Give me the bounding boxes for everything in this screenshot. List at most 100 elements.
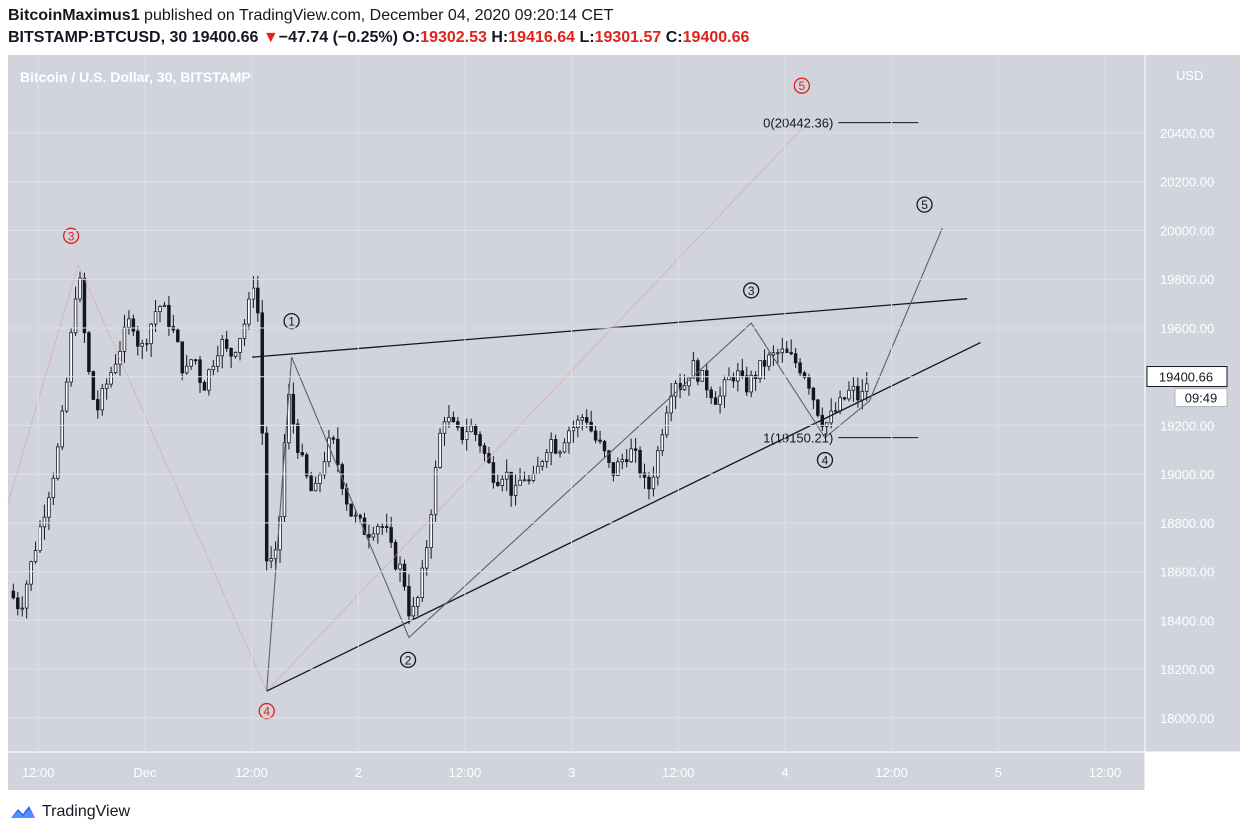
candle — [162, 301, 167, 307]
candle — [398, 556, 402, 582]
candle — [736, 363, 740, 392]
symbol-label: BITSTAMP:BTCUSD, 30 — [8, 29, 188, 46]
candle-up — [447, 417, 451, 423]
candle — [651, 466, 656, 497]
candle-up — [282, 442, 287, 518]
candle-up — [100, 388, 104, 411]
candle — [847, 381, 851, 402]
candle — [367, 524, 371, 549]
candle-up — [113, 363, 118, 374]
candle — [424, 540, 429, 576]
candle — [416, 595, 420, 616]
candle — [104, 378, 109, 400]
candle — [433, 460, 438, 522]
candle-up — [207, 369, 211, 391]
candle — [527, 474, 531, 485]
wave-label-ring — [283, 312, 300, 330]
chart-title: Bitcoin / U.S. Dollar, 30, BITSTAMP — [20, 69, 251, 85]
y-tick-label: 18200.00 — [1160, 662, 1214, 677]
candle-up — [149, 323, 153, 345]
candle — [127, 310, 131, 335]
candle — [482, 442, 487, 462]
candle-up — [429, 514, 433, 549]
candle-up — [576, 419, 580, 428]
candle — [691, 351, 696, 379]
lower-trendline — [266, 341, 981, 692]
candle-down — [309, 475, 313, 492]
candle-down — [607, 450, 611, 463]
candle-up — [424, 547, 429, 569]
y-tick-label: 20000.00 — [1160, 223, 1214, 238]
currency-label: USD — [1176, 68, 1203, 83]
candle — [718, 386, 722, 414]
x-tick-label: 12:00 — [449, 765, 482, 780]
candle-down — [793, 353, 798, 364]
candle — [660, 428, 665, 456]
candle-up — [620, 459, 625, 463]
candle — [371, 526, 376, 541]
candle-up — [522, 479, 527, 482]
candle-down — [456, 421, 460, 428]
candle-down — [296, 423, 300, 453]
candle-up — [433, 467, 438, 516]
candle-up — [771, 352, 776, 356]
candle — [149, 322, 153, 357]
close-label: C: — [665, 29, 683, 46]
candle — [256, 275, 260, 322]
candle — [78, 271, 82, 303]
candle — [349, 503, 353, 517]
candle — [220, 334, 224, 369]
candle-up — [544, 452, 549, 462]
wave-label: 5 — [916, 196, 933, 213]
candle-up — [500, 478, 505, 486]
fib-level-0-label: 0(20442.36) — [763, 116, 833, 131]
candle — [109, 366, 113, 388]
candle-down — [473, 425, 478, 435]
candle — [42, 504, 47, 540]
candle — [442, 416, 447, 446]
candle — [793, 347, 798, 368]
candle-up — [464, 431, 469, 440]
published-text: published on TradingView.com, December 0… — [144, 7, 614, 24]
candle-down — [713, 397, 718, 405]
candle — [745, 366, 749, 396]
candle — [771, 345, 776, 366]
wave-label-red-text: 3 — [68, 229, 75, 243]
candle — [420, 559, 424, 603]
candle-down — [642, 472, 647, 478]
candle-up — [469, 425, 473, 433]
wave-label-text: 4 — [822, 454, 829, 468]
time-axis[interactable] — [8, 752, 1145, 790]
candle — [131, 314, 136, 336]
candle-up — [736, 370, 740, 382]
candle-up — [233, 351, 238, 357]
candle — [189, 359, 193, 370]
high-label: H: — [491, 29, 509, 46]
price-chart[interactable]: Bitcoin / U.S. Dollar, 30, BITSTAMP USD … — [0, 55, 1240, 790]
drawings[interactable]: 0(20442.36) 1(19150.21) 1 2 3 4 5 3 4 5 — [7, 77, 981, 720]
candle-down — [362, 517, 367, 535]
candle — [558, 450, 562, 458]
candle-up — [56, 446, 60, 479]
candle-down — [300, 452, 304, 456]
candle-up — [669, 395, 673, 414]
candle-down — [785, 348, 789, 353]
tradingview-logo-icon[interactable] — [10, 803, 36, 821]
candle-up — [416, 597, 420, 607]
candle-up — [860, 390, 865, 401]
candle — [491, 456, 496, 489]
candle — [553, 434, 558, 455]
plot-area[interactable] — [8, 55, 1145, 752]
candle — [549, 432, 553, 466]
y-tick-label: 18800.00 — [1160, 516, 1214, 531]
y-tick-label: 18600.00 — [1160, 565, 1214, 580]
candle — [776, 348, 780, 364]
author-name[interactable]: BitcoinMaximus1 — [8, 7, 140, 24]
candle — [829, 398, 833, 429]
candle-up — [216, 355, 220, 367]
candle-up — [682, 385, 687, 391]
footer-brand[interactable]: TradingView — [42, 803, 131, 820]
candle-up — [238, 338, 242, 353]
ohlc-line: BITSTAMP:BTCUSD, 30 19400.66 ▼−47.74 (−0… — [8, 27, 1228, 49]
candle-up — [838, 397, 842, 412]
